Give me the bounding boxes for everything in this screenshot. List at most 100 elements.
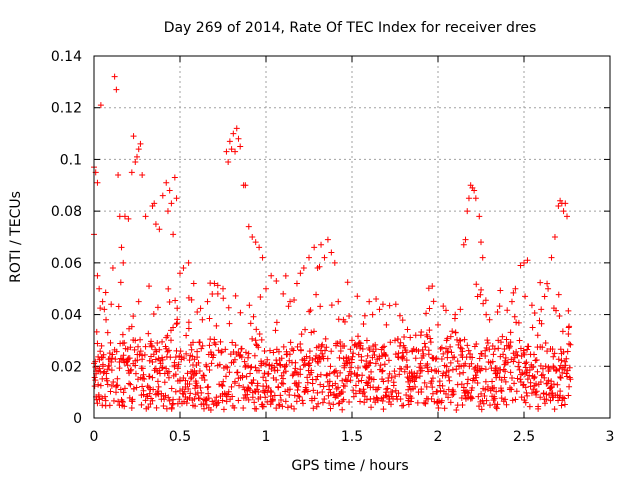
data-point — [313, 291, 320, 298]
data-point — [513, 348, 520, 355]
data-point — [563, 355, 570, 362]
data-point — [529, 324, 536, 331]
data-point — [174, 305, 181, 312]
data-point — [559, 328, 566, 335]
data-point — [347, 377, 354, 384]
data-point — [185, 259, 192, 266]
data-point — [445, 348, 452, 355]
data-point — [360, 386, 367, 393]
data-point — [127, 381, 134, 388]
data-point — [382, 351, 389, 358]
data-point — [147, 401, 154, 408]
data-point — [490, 351, 497, 358]
data-point — [153, 404, 160, 411]
data-point — [168, 337, 174, 344]
data-point — [379, 397, 386, 404]
data-point — [324, 236, 331, 243]
data-point — [468, 360, 475, 367]
data-point — [503, 342, 510, 349]
data-point — [280, 343, 287, 350]
data-point — [406, 383, 413, 390]
data-point — [104, 366, 111, 373]
data-point — [126, 355, 133, 362]
data-point — [397, 339, 404, 346]
data-point — [228, 146, 235, 153]
data-point — [289, 345, 296, 352]
data-point — [297, 341, 304, 348]
data-point — [268, 272, 275, 279]
data-point — [414, 370, 421, 377]
data-point — [379, 367, 386, 374]
data-point — [401, 368, 408, 375]
data-point — [237, 309, 244, 316]
data-point — [249, 394, 256, 401]
data-point — [148, 342, 155, 349]
data-point — [339, 389, 346, 396]
data-point — [348, 364, 355, 371]
data-point — [560, 208, 567, 215]
data-point — [107, 388, 114, 395]
data-point — [465, 195, 472, 202]
data-point — [276, 402, 283, 409]
data-point — [255, 388, 262, 395]
data-point — [412, 383, 419, 390]
data-point — [502, 368, 509, 375]
data-point — [132, 159, 139, 166]
data-point — [286, 392, 293, 398]
data-point — [533, 357, 540, 364]
data-point — [567, 341, 574, 348]
data-point — [245, 396, 252, 403]
data-point — [311, 244, 318, 251]
data-point — [469, 354, 476, 361]
data-point — [524, 257, 531, 264]
data-point — [245, 350, 252, 357]
data-point — [110, 378, 117, 385]
data-point — [428, 395, 435, 402]
data-point — [164, 348, 171, 355]
data-point — [96, 365, 103, 372]
data-point — [396, 371, 403, 378]
data-point — [117, 386, 124, 393]
data-point — [368, 368, 375, 375]
data-point — [547, 397, 554, 404]
data-point — [559, 394, 566, 401]
data-point — [154, 388, 161, 395]
data-point — [226, 320, 233, 327]
data-point — [317, 381, 324, 388]
data-point — [223, 148, 230, 155]
data-point — [311, 395, 318, 402]
data-point — [193, 370, 200, 377]
data-point — [200, 400, 207, 407]
data-point — [464, 389, 471, 396]
data-point — [341, 343, 348, 350]
data-point — [164, 370, 171, 377]
data-point — [536, 317, 543, 324]
data-point — [184, 370, 191, 377]
data-point — [103, 370, 110, 377]
data-point — [550, 363, 557, 370]
data-point — [326, 386, 333, 393]
data-point — [510, 289, 517, 296]
data-point — [381, 343, 388, 350]
data-point — [204, 298, 211, 305]
data-point — [273, 360, 280, 367]
data-point — [211, 336, 218, 343]
data-point — [388, 401, 395, 408]
data-point — [429, 384, 436, 391]
data-point — [185, 319, 192, 326]
data-point — [346, 312, 353, 319]
data-point — [387, 339, 394, 346]
data-point — [108, 359, 115, 366]
data-point — [460, 369, 467, 376]
data-point — [469, 395, 476, 402]
data-point — [471, 365, 478, 372]
data-point — [447, 333, 454, 340]
data-point — [131, 346, 138, 353]
data-point — [177, 348, 184, 355]
data-point — [482, 352, 489, 359]
data-point — [116, 213, 123, 220]
data-point — [194, 348, 201, 355]
data-point — [381, 361, 388, 368]
data-point — [133, 384, 140, 391]
data-point — [372, 341, 379, 348]
